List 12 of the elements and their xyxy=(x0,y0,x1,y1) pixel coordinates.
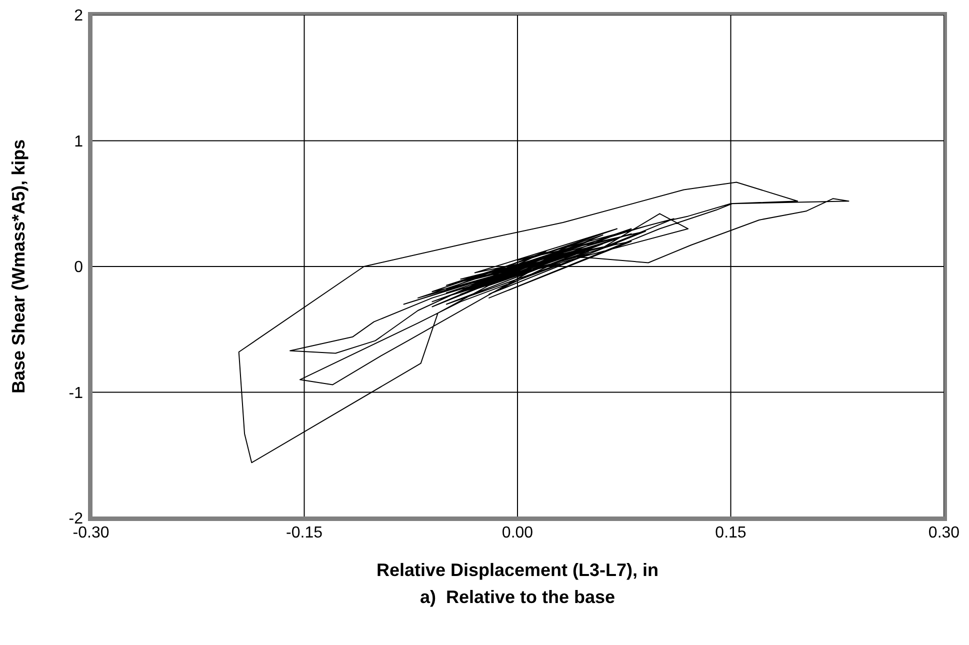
y-tick-label: 1 xyxy=(74,133,84,150)
x-tick-label: 0.00 xyxy=(502,524,534,542)
text: a) Relative to the base xyxy=(418,587,616,608)
x-tick-label: 0.30 xyxy=(928,524,960,542)
x-tick-label: 0.15 xyxy=(715,524,746,542)
y-tick-label: 0 xyxy=(74,259,84,276)
y-axis-title: Base Shear (Wmass*A5), kips xyxy=(8,139,28,394)
y-tick-label: 2 xyxy=(74,8,84,25)
y-tick-label: -1 xyxy=(68,384,84,402)
x-tick-label: -0.15 xyxy=(286,524,323,542)
x-tick-label: -0.30 xyxy=(72,524,110,542)
x-axis-title: Relative Displacement (L3-L7), in xyxy=(375,560,660,581)
